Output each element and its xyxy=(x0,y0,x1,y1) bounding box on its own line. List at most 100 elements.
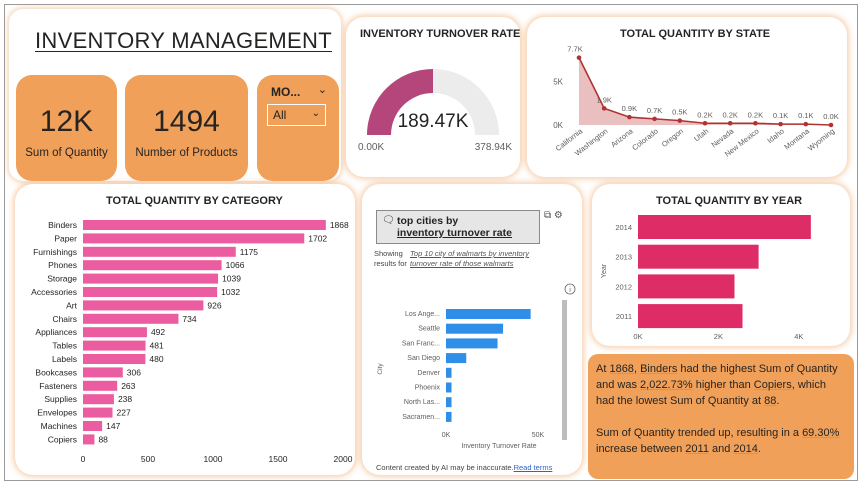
year-chart-svg: Year 2014 2013 2012 2011 0K 2K 4K xyxy=(601,215,811,341)
category-label: Copiers xyxy=(48,434,77,444)
scrollbar[interactable] xyxy=(562,300,567,440)
data-label: 1868 xyxy=(330,220,349,230)
data-label: 480 xyxy=(149,354,163,364)
category-label: Seattle xyxy=(418,326,440,333)
kpi-value: 12K xyxy=(39,105,94,138)
category-label: Accessories xyxy=(31,287,77,297)
data-label: 0.0K xyxy=(823,112,838,121)
gauge-value: 189.47K xyxy=(398,111,469,132)
category-label: Art xyxy=(66,300,78,310)
category-label: Chairs xyxy=(52,314,77,324)
smart-narrative: At 1868, Binders had the highest Sum of … xyxy=(588,354,854,479)
qa-question-box[interactable]: 🗨 top cities by inventory turnover rate xyxy=(376,210,540,244)
qa-question-prefix: top cities by xyxy=(397,215,459,227)
category-label: Fasteners xyxy=(39,381,77,391)
data-point xyxy=(677,118,683,123)
category-label: Envelopes xyxy=(37,408,77,418)
y-axis-title: Year xyxy=(601,263,608,278)
bar xyxy=(83,273,219,284)
bar xyxy=(638,304,743,329)
data-label: 7.7K xyxy=(567,45,582,54)
data-label: 306 xyxy=(127,367,141,377)
gauge-card[interactable]: INVENTORY TURNOVER RATE 189.47K 0.00K 37… xyxy=(346,17,520,177)
x-tick-label: Wyoming xyxy=(806,126,836,152)
data-point xyxy=(627,114,632,120)
y-tick-label: 0K xyxy=(553,121,563,130)
bar xyxy=(83,367,123,378)
gauge-min-label: 0.00K xyxy=(358,142,384,153)
narrative-text: At xyxy=(596,363,610,375)
category-label: 2012 xyxy=(615,282,632,291)
narrative-text: , which had the lowest Sum of Quantity a… xyxy=(596,379,826,407)
qa-restatement: Showing results forTop 10 city of walmar… xyxy=(374,249,544,269)
gauge-title: INVENTORY TURNOVER RATE xyxy=(360,28,521,40)
read-terms-link[interactable]: Read terms xyxy=(513,463,553,472)
x-tick-label: Utah xyxy=(692,126,710,143)
data-point xyxy=(753,120,758,126)
data-label: 1032 xyxy=(221,287,240,297)
qa-visual-card[interactable]: 🗨 top cities by inventory turnover rate … xyxy=(362,184,582,475)
x-tick-label: 4K xyxy=(794,332,803,341)
category-label: Bookcases xyxy=(35,367,77,377)
x-tick-label: 1000 xyxy=(204,454,223,464)
category-label: Appliances xyxy=(35,327,77,337)
qa-restatement-text: Top 10 city of walmarts by inventory tur… xyxy=(410,249,529,268)
kpi-label: Number of Products xyxy=(135,147,238,159)
copy-icon[interactable]: ⧉ xyxy=(544,210,552,221)
qa-toolbar: ⧉ ⚙ xyxy=(544,210,563,221)
narrative-text: had the highest Sum of Quantity and was xyxy=(596,363,838,391)
data-label: 0.9K xyxy=(622,104,637,113)
narrative-paragraph-2: Sum of Quantity trended up, resulting in… xyxy=(596,425,846,457)
narrative-value: Binders xyxy=(640,363,678,375)
category-label: Tables xyxy=(52,341,77,351)
slicer-dropdown[interactable]: All ⌄ xyxy=(267,104,326,126)
category-label: Paper xyxy=(54,233,77,243)
category-chart-card[interactable]: TOTAL QUANTITY BY CATEGORY Binders 1868 Pa… xyxy=(15,184,355,475)
info-icon[interactable] xyxy=(564,283,576,295)
narrative-text: . xyxy=(757,443,761,455)
bar xyxy=(83,394,114,405)
bar xyxy=(83,354,146,364)
category-label: Machines xyxy=(41,421,77,431)
bar xyxy=(83,246,236,257)
kpi-card-quantity[interactable]: 12K Sum of Quantity xyxy=(16,75,117,181)
chevron-down-icon[interactable]: ⌄ xyxy=(317,84,327,96)
category-label: Supplies xyxy=(44,394,77,404)
x-tick-label: 1500 xyxy=(269,454,288,464)
data-point xyxy=(702,120,708,126)
x-tick-label: Colorado xyxy=(630,126,660,152)
x-tick-label: 500 xyxy=(141,454,155,464)
slicer-selected-value: All xyxy=(273,108,287,122)
bar xyxy=(83,340,146,351)
bar xyxy=(446,397,452,408)
narrative-paragraph-1: At 1868, Binders had the highest Sum of … xyxy=(596,361,846,409)
category-label: Phones xyxy=(48,260,77,270)
data-label: 0.2K xyxy=(697,110,712,119)
data-label: 492 xyxy=(151,327,165,337)
narrative-value: 69.30% xyxy=(802,427,840,439)
kpi-card-products[interactable]: 1494 Number of Products xyxy=(125,75,248,181)
bar xyxy=(83,434,95,445)
qa-showing-label: Showing results for xyxy=(374,249,407,268)
y-axis-title: City xyxy=(377,363,384,375)
state-chart-card[interactable]: TOTAL QUANTITY BY STATE 0K 5K 7.7K Californ… xyxy=(527,17,847,177)
category-label: Furnishings xyxy=(33,247,77,257)
month-slicer[interactable]: MO... ⌄ All ⌄ xyxy=(257,75,339,181)
slicer-label: MO... xyxy=(271,85,301,99)
data-point xyxy=(803,121,809,127)
data-label: 238 xyxy=(118,394,132,404)
year-chart-card[interactable]: TOTAL QUANTITY BY YEAR Year 2014 2013 2012 2… xyxy=(592,184,850,346)
narrative-text: , xyxy=(633,363,641,375)
bar xyxy=(446,382,452,393)
gear-icon[interactable]: ⚙ xyxy=(553,210,563,221)
narrative-value: Copiers xyxy=(753,379,792,391)
info-icon-glyph: i xyxy=(569,287,571,294)
data-label: 1066 xyxy=(226,260,245,270)
bar xyxy=(638,244,759,269)
data-label: 88 xyxy=(98,434,108,444)
category-label: 2013 xyxy=(615,253,632,262)
gauge-fill xyxy=(367,69,433,135)
category-label: 2011 xyxy=(616,312,632,321)
x-tick-label: 0K xyxy=(633,332,642,341)
category-label: Binders xyxy=(48,220,77,230)
